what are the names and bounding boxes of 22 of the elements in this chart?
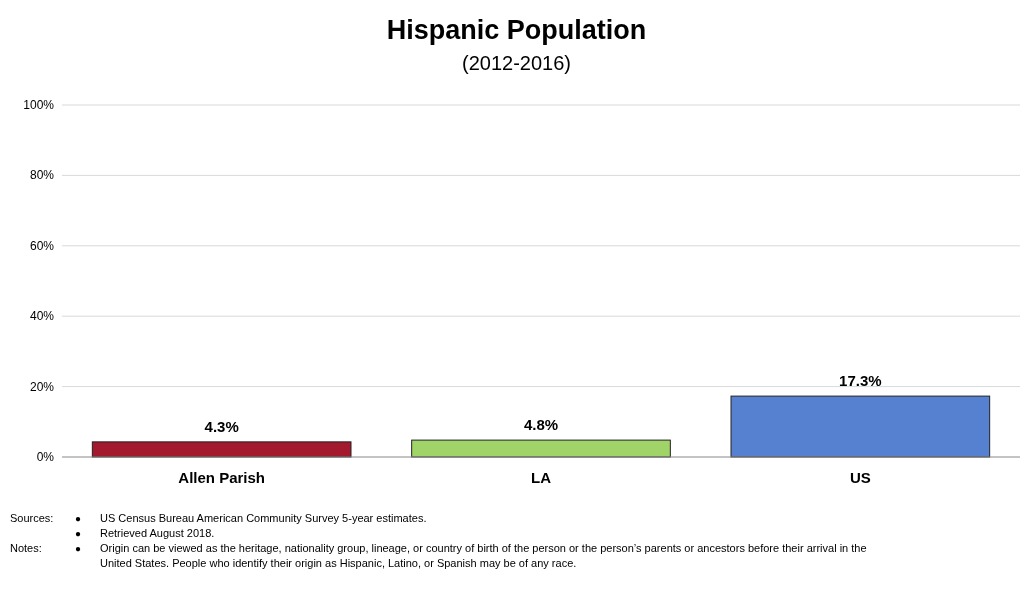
- bar: [91, 441, 352, 458]
- bar: [730, 395, 991, 458]
- x-tick-label: US: [849, 469, 871, 486]
- text: ● US Census Bureau American Community Survey 5-year estimates.: [75, 512, 427, 524]
- data-label: 4.3%: [204, 417, 239, 435]
- data-label: 4.8%: [523, 416, 559, 434]
- source-note: Sources:: [10, 512, 54, 524]
- x-tick-label: LA: [531, 469, 552, 486]
- text: ● Origin can be viewed as the heritage, nationality group, lineage, or country of birth of the person or the person’s parents or ancestors before their arrival in the United States. People who identify their origin as Hispanic, Latino, or Spanish may be of any race.: [75, 542, 867, 569]
- y-tick-label: 0%: [36, 450, 55, 464]
- text: ● Retrieved August 2018.: [75, 527, 215, 539]
- y-tick-label: 80%: [29, 168, 55, 183]
- data-label: 17.3%: [839, 372, 882, 390]
- y-tick-label: 100%: [23, 98, 55, 112]
- chart-title: Hispanic Population: [386, 15, 647, 45]
- y-tick-label: 60%: [29, 238, 55, 253]
- chart-subtitle: (2012-2016): [462, 52, 571, 74]
- y-tick-label: 40%: [29, 309, 55, 324]
- x-tick-label: Allen Parish: [178, 469, 266, 486]
- y-tick-label: 20%: [29, 379, 55, 394]
- bar: [411, 439, 671, 458]
- text: Notes:: [10, 542, 42, 554]
